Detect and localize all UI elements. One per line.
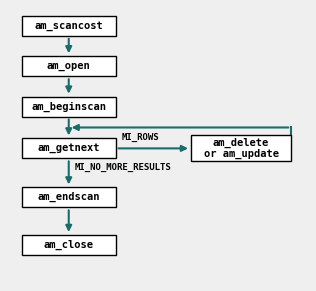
FancyBboxPatch shape [22,187,116,207]
Text: am_open: am_open [47,61,91,71]
Text: MI_ROWS: MI_ROWS [122,133,160,142]
Text: am_getnext: am_getnext [38,143,100,153]
FancyBboxPatch shape [22,138,116,159]
FancyBboxPatch shape [22,97,116,117]
FancyBboxPatch shape [22,56,116,76]
FancyBboxPatch shape [22,16,116,36]
Text: am_endscan: am_endscan [38,192,100,203]
Text: am_close: am_close [44,240,94,250]
Text: am_beginscan: am_beginscan [31,102,106,112]
Text: am_delete
or am_update: am_delete or am_update [204,137,278,159]
FancyBboxPatch shape [191,135,291,161]
Text: am_scancost: am_scancost [34,21,103,31]
FancyBboxPatch shape [22,235,116,255]
Text: MI_NO_MORE_RESULTS: MI_NO_MORE_RESULTS [75,163,172,172]
